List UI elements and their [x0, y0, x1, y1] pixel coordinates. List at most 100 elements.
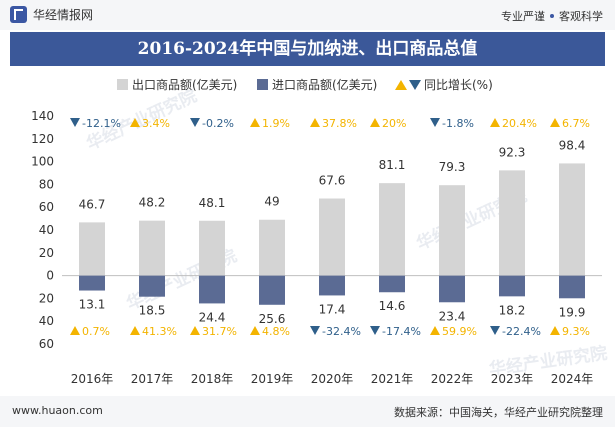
growth-value-text: -0.2% [202, 117, 234, 130]
import-bar [259, 275, 285, 305]
up-triangle-icon [70, 326, 80, 335]
export-value-label: 92.3 [499, 145, 526, 159]
growth-value-text: 6.7% [562, 117, 590, 130]
up-triangle-icon [430, 326, 440, 335]
export-value-label: 48.1 [199, 196, 226, 210]
growth-value-text: 41.3% [142, 325, 177, 338]
export-growth-label: -0.2% [190, 117, 234, 130]
growth-value-text: 31.7% [202, 325, 237, 338]
up-triangle-icon [310, 118, 320, 127]
up-triangle-icon [550, 118, 560, 127]
export-bar [259, 219, 285, 276]
up-triangle-icon [250, 326, 260, 335]
import-growth-label: 4.8% [250, 325, 290, 338]
x-tick-label: 2023年 [491, 372, 534, 386]
y-tick-label: 20 [39, 291, 54, 305]
growth-value-text: -22.4% [502, 325, 541, 338]
export-value-label: 79.3 [439, 160, 466, 174]
down-triangle-icon [490, 326, 500, 335]
growth-value-text: 0.7% [82, 325, 110, 338]
export-growth-label: 20.4% [490, 117, 537, 130]
down-triangle-icon [190, 118, 200, 127]
import-bar [319, 275, 345, 296]
import-growth-label: 59.9% [430, 325, 477, 338]
up-triangle-icon [190, 326, 200, 335]
footer-bar: www.huaon.com 数据来源：中国海关，华经产业研究院整理 [0, 396, 615, 427]
export-growth-label: -1.8% [430, 117, 474, 130]
import-value-label: 17.4 [319, 302, 346, 316]
import-bar [139, 275, 165, 297]
legend-up-triangle-icon [395, 80, 407, 90]
export-bar [439, 185, 465, 276]
export-growth-label: 1.9% [250, 117, 290, 130]
chart-title: 2016-2024年中国与加纳进、出口商品总值 [137, 39, 478, 59]
growth-value-text: 9.3% [562, 325, 590, 338]
import-bar [379, 275, 405, 293]
import-growth-label: -22.4% [490, 325, 541, 338]
tagline-right: 客观科学 [559, 10, 603, 23]
import-bar [559, 275, 585, 299]
huajing-logo-icon [10, 6, 27, 23]
import-growth-label: 0.7% [70, 325, 110, 338]
export-value-label: 48.2 [139, 196, 166, 210]
import-growth-label: 31.7% [190, 325, 237, 338]
export-bar [379, 183, 405, 276]
brand[interactable]: 华经情报网 [10, 6, 93, 23]
y-tick-label: 20 [39, 246, 54, 260]
export-growth-label: 3.4% [130, 117, 170, 130]
y-tick-label: 0 [46, 269, 54, 283]
export-bar [319, 198, 345, 276]
legend-export-swatch [117, 79, 128, 90]
x-tick-label: 2018年 [191, 372, 234, 386]
tagline-left: 专业严谨 [501, 10, 545, 23]
export-growth-label: 20% [370, 117, 406, 130]
import-bar [199, 275, 225, 304]
growth-value-text: 37.8% [322, 117, 357, 130]
growth-value-text: -12.1% [82, 117, 121, 130]
import-value-label: 24.4 [199, 310, 226, 324]
export-growth-label: 6.7% [550, 117, 590, 130]
export-bar [199, 220, 225, 276]
import-value-label: 25.6 [259, 312, 286, 326]
export-growth-label: -12.1% [70, 117, 121, 130]
import-growth-label: 41.3% [130, 325, 177, 338]
export-bar [139, 220, 165, 276]
growth-value-text: 1.9% [262, 117, 290, 130]
export-value-label: 46.7 [79, 197, 106, 211]
y-tick-label: 140 [31, 109, 54, 123]
title-bar: 2016-2024年中国与加纳进、出口商品总值 [10, 32, 605, 66]
up-triangle-icon [550, 326, 560, 335]
up-triangle-icon [130, 118, 140, 127]
growth-value-text: 20.4% [502, 117, 537, 130]
import-growth-label: 9.3% [550, 325, 590, 338]
x-tick-label: 2020年 [311, 372, 354, 386]
y-tick-label: 40 [39, 223, 54, 237]
growth-value-text: -17.4% [382, 325, 421, 338]
up-triangle-icon [490, 118, 500, 127]
up-triangle-icon [250, 118, 260, 127]
up-triangle-icon [370, 118, 380, 127]
down-triangle-icon [310, 326, 320, 335]
y-tick-label: 60 [39, 337, 54, 351]
x-tick-label: 2019年 [251, 372, 294, 386]
data-source: 数据来源：中国海关，华经产业研究院整理 [394, 406, 603, 419]
down-triangle-icon [370, 326, 380, 335]
import-bar [499, 275, 525, 297]
y-tick-label: 120 [31, 132, 54, 146]
up-triangle-icon [130, 326, 140, 335]
legend-export-label: 出口商品额(亿美元) [132, 77, 237, 92]
tagline: 专业严谨 客观科学 [501, 8, 603, 24]
import-value-label: 14.6 [379, 299, 406, 313]
legend-import-label: 进口商品额(亿美元) [272, 77, 377, 92]
export-value-label: 81.1 [379, 158, 406, 172]
growth-value-text: 59.9% [442, 325, 477, 338]
import-bar [79, 275, 105, 291]
export-bar [79, 222, 105, 276]
import-value-label: 18.2 [499, 303, 526, 317]
x-tick-label: 2024年 [551, 372, 594, 386]
import-value-label: 18.5 [139, 304, 166, 318]
website-link[interactable]: www.huaon.com [12, 404, 103, 417]
growth-value-text: 20% [382, 117, 406, 130]
export-value-label: 67.6 [319, 174, 346, 188]
